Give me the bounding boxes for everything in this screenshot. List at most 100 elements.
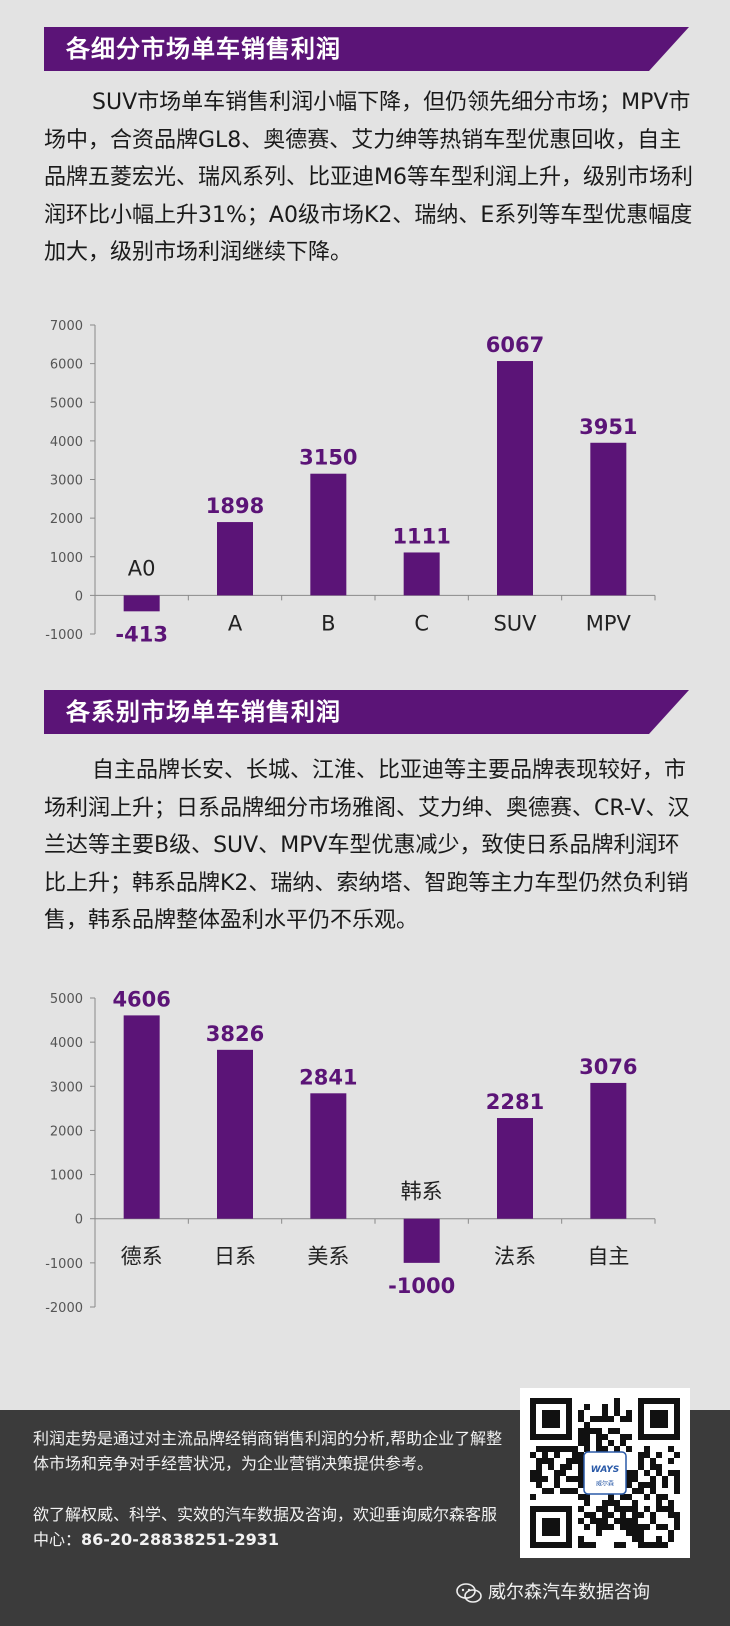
qr-module [530,1476,536,1482]
qr-module [542,1458,548,1464]
qr-module [584,1422,590,1428]
qr-finder-module [530,1434,536,1440]
data-label-MPV: 3951 [579,415,637,439]
category-label-自主: 自主 [587,1245,629,1269]
qr-module [632,1470,638,1476]
qr-module [620,1524,626,1530]
qr-module [668,1530,674,1536]
qr-module [662,1476,668,1482]
qr-module [650,1512,656,1518]
qr-finder-module [656,1398,662,1404]
wechat-account[interactable]: 威尔森汽车数据咨询 [456,1578,650,1604]
bar-A0 [123,595,160,612]
qr-finder-module [542,1398,548,1404]
qr-finder-module [662,1410,668,1416]
qr-finder-module [542,1518,548,1524]
qr-finder-module [638,1404,644,1410]
qr-logo-text: WAYS [591,1465,620,1475]
qr-module [548,1446,554,1452]
qr-finder-module [536,1506,542,1512]
qr-code-image: WAYS 威尔森 [520,1388,690,1558]
qr-module [644,1452,650,1458]
qr-module [674,1518,680,1524]
bar-MPV [590,442,627,596]
qr-finder-module [674,1398,680,1404]
category-label-B: B [321,611,335,635]
qr-finder-module [668,1398,674,1404]
qr-module [638,1512,644,1518]
qr-module [656,1470,662,1476]
category-label-德系: 德系 [121,1245,163,1269]
qr-finder-module [566,1536,572,1542]
qr-module [590,1428,596,1434]
qr-module [572,1452,578,1458]
qr-module [644,1494,650,1500]
qr-module [668,1506,674,1512]
qr-module [662,1524,668,1530]
qr-finder-module [542,1530,548,1536]
qr-finder-module [566,1416,572,1422]
qr-module [548,1488,554,1494]
qr-module [626,1476,632,1482]
footer-contact-text: 欲了解权威、科学、实效的汽车数据及咨询，欢迎垂询威尔森客服中心： [33,1505,498,1549]
qr-module [584,1500,590,1506]
qr-module [650,1518,656,1524]
qr-module [632,1506,638,1512]
qr-module [668,1458,674,1464]
qr-module [578,1416,584,1422]
wechat-icon [456,1583,482,1603]
bar-德系 [123,1015,160,1219]
footer-phone: 86-20-28838251-2931 [81,1530,280,1549]
qr-finder-module [656,1434,662,1440]
qr-module [602,1410,608,1416]
qr-module [608,1524,614,1530]
qr-module [578,1536,584,1542]
qr-module [578,1464,584,1470]
qr-module [650,1542,656,1548]
qr-module [644,1506,650,1512]
qr-finder-module [530,1410,536,1416]
footer-intro: 利润走势是通过对主流品牌经销商销售利润的分析,帮助企业了解整体市场和竞争对手经营… [33,1429,503,1473]
banner-shape [44,27,689,71]
qr-finder-module [548,1416,554,1422]
y-tick-label: 6000 [50,358,83,373]
qr-module [566,1458,572,1464]
qr-module [602,1500,608,1506]
qr-code[interactable]: WAYS 威尔森 [520,1388,690,1558]
section-1-paragraph: SUV市场单车销售利润小幅下降，但仍领先细分市场；MPV市场中，合资品牌GL8、… [44,90,693,265]
category-label-A: A [228,611,243,635]
qr-module [602,1518,608,1524]
qr-module [596,1434,602,1440]
wechat-name: 威尔森汽车数据咨询 [488,1582,650,1603]
qr-finder-module [656,1410,662,1416]
qr-module [626,1434,632,1440]
data-label-SUV: 6067 [486,333,544,357]
qr-module [626,1506,632,1512]
qr-module [584,1524,590,1530]
data-label-A: 1898 [206,494,264,518]
y-tick-label: 5000 [50,992,83,1007]
section-1-banner: 各细分市场单车销售利润 [44,27,689,71]
y-tick-label: 7000 [50,319,83,334]
qr-module [578,1410,584,1416]
y-tick-label: 2000 [50,1124,83,1139]
qr-finder-module [662,1416,668,1422]
qr-finder-module [560,1542,566,1548]
qr-finder-module [638,1434,644,1440]
category-label-日系: 日系 [214,1245,256,1269]
y-tick-label: 5000 [50,396,83,411]
data-label-法系: 2281 [486,1090,544,1114]
qr-module [596,1428,602,1434]
qr-finder-module [674,1434,680,1440]
qr-finder-module [560,1434,566,1440]
qr-finder-module [530,1416,536,1422]
qr-module [572,1458,578,1464]
qr-module [614,1542,620,1548]
qr-module [638,1536,644,1542]
qr-finder-module [566,1524,572,1530]
qr-module [542,1452,548,1458]
y-tick-label: -2000 [45,1301,83,1316]
qr-module [584,1428,590,1434]
qr-module [650,1464,656,1470]
qr-module [554,1446,560,1452]
